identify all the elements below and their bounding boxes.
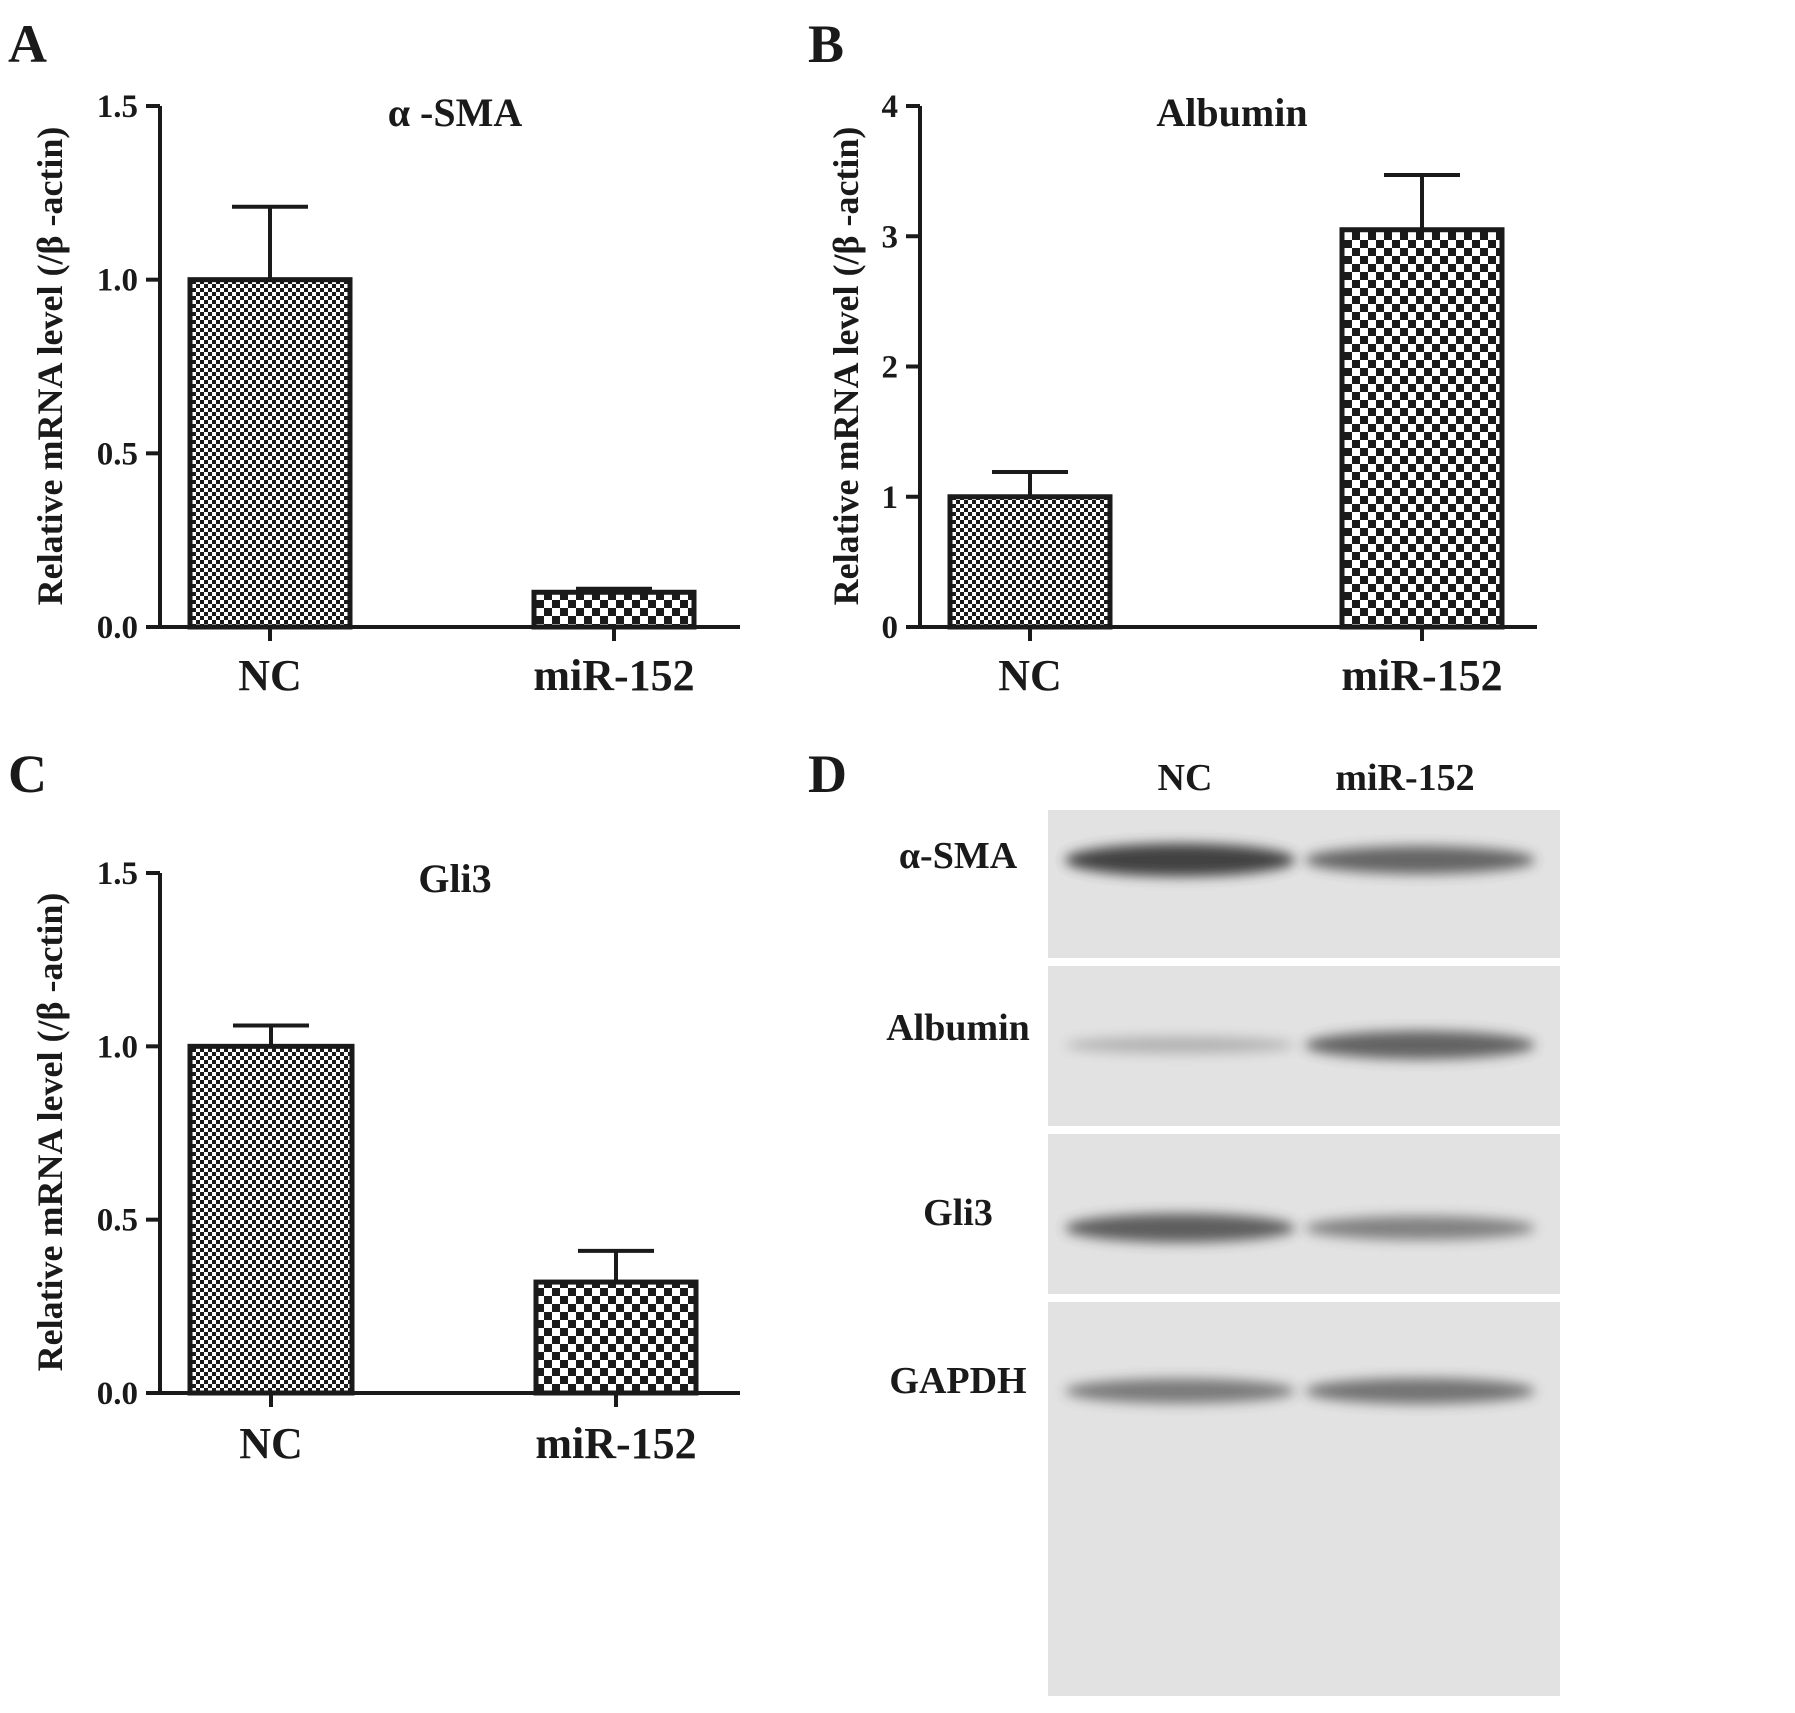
category-label-c: miR-152	[535, 1419, 696, 1468]
chart-panel-c: C Gli3 Relative mRNA level (/β -actin) 0.0 0…	[8, 744, 740, 1468]
y-tick-label-c: 0.0	[97, 1376, 138, 1412]
bar-a-nc	[187, 277, 353, 630]
blot-strip	[1048, 810, 1560, 958]
chart-panel-a: Aα -SMA Relative mRNA level (/β -actin) 0.…	[8, 14, 740, 700]
y-tick-label-b: 0	[882, 610, 899, 646]
chart-title-c: Gli3	[418, 856, 491, 901]
bar-c-mir-152	[533, 1279, 699, 1396]
lane-label: NC	[1158, 757, 1213, 799]
panel-label-a: A	[8, 14, 47, 74]
blot-band	[1065, 843, 1295, 877]
bar-b-mir-152	[1339, 227, 1505, 630]
y-tick-label-c: 0.5	[97, 1203, 138, 1239]
y-tick-label-a: 1.0	[97, 263, 138, 299]
blot-band	[1305, 1378, 1535, 1404]
blot-row-label: α-SMA	[899, 835, 1018, 877]
chart-title-a: α -SMA	[388, 90, 523, 135]
y-tick-label-a: 0.0	[97, 610, 138, 646]
blot-band	[1065, 1378, 1295, 1404]
blot-strip	[1048, 1134, 1560, 1294]
category-label-a: NC	[238, 651, 302, 700]
y-axis-title-b: Relative mRNA level (/β -actin)	[826, 127, 866, 606]
y-tick-label-b: 4	[882, 89, 899, 125]
blot-band	[1305, 1030, 1535, 1060]
category-label-c: NC	[239, 1419, 303, 1468]
bar-b-nc	[947, 494, 1113, 630]
y-tick-label-a: 0.5	[97, 436, 138, 472]
blot-band	[1065, 1036, 1295, 1054]
blot-strip	[1048, 1302, 1560, 1696]
panel-label-d: D	[808, 744, 847, 804]
lane-label: miR-152	[1335, 757, 1474, 799]
y-tick-label-b: 1	[882, 480, 899, 516]
y-tick-label-b: 2	[882, 350, 899, 386]
category-label-b: NC	[998, 651, 1062, 700]
category-label-a: miR-152	[533, 651, 694, 700]
chart-title-b: Albumin	[1156, 90, 1307, 135]
chart-panel-b: B Albumin Relative mRNA level (/β -actin) 0…	[808, 14, 1537, 700]
blot-row-label: Albumin	[886, 1007, 1030, 1049]
y-tick-label-b: 3	[882, 219, 899, 255]
blot-row-label: Gli3	[923, 1192, 993, 1234]
y-tick-label-c: 1.0	[97, 1029, 138, 1065]
blot-row-label: GAPDH	[889, 1360, 1026, 1402]
bar-c-nc	[187, 1043, 355, 1396]
panel-label-c: C	[8, 744, 47, 804]
blot-band	[1305, 846, 1535, 874]
category-label-b: miR-152	[1341, 651, 1502, 700]
panel-label-b: B	[808, 14, 844, 74]
bar-a-mir-152	[531, 589, 697, 630]
y-tick-label-c: 1.5	[97, 856, 138, 892]
y-axis-title-c: Relative mRNA level (/β -actin)	[30, 893, 70, 1372]
western-blot-panel: D NC miR-152 α-SMA Albumin Gli3 GAPDH	[808, 744, 1560, 1696]
y-axis-title-a: Relative mRNA level (/β -actin)	[30, 127, 70, 606]
blot-band	[1305, 1216, 1535, 1240]
y-tick-label-a: 1.5	[97, 89, 138, 125]
blot-band	[1065, 1213, 1295, 1243]
